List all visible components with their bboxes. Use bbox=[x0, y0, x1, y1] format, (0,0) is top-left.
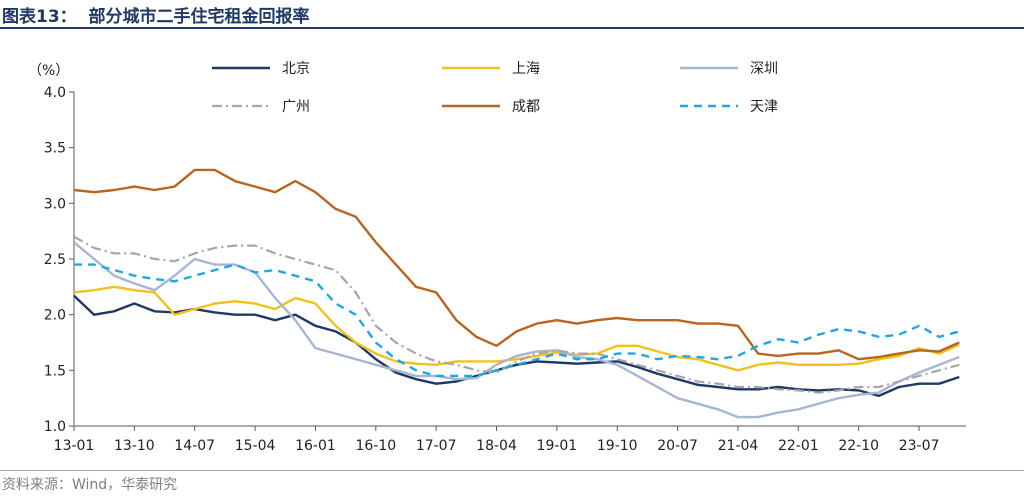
x-tick-label: 22-10 bbox=[838, 438, 879, 454]
title-rule bbox=[0, 27, 1024, 29]
series-line bbox=[73, 168, 960, 361]
y-tick-label: 2.0 bbox=[44, 308, 66, 324]
x-tick-label: 20-07 bbox=[657, 438, 698, 454]
x-tick-label: 19-01 bbox=[537, 438, 578, 454]
series-line bbox=[73, 285, 960, 372]
series-line bbox=[73, 241, 960, 419]
x-tick-label: 19-10 bbox=[597, 438, 638, 454]
x-tick-label: 17-07 bbox=[416, 438, 457, 454]
x-tick-label: 23-07 bbox=[899, 438, 940, 454]
y-tick-label: 1.0 bbox=[44, 419, 66, 435]
x-tick-label: 13-10 bbox=[114, 438, 155, 454]
legend-label: 深圳 bbox=[750, 61, 778, 77]
y-tick-label: 1.5 bbox=[44, 363, 66, 379]
legend-label: 成都 bbox=[512, 99, 540, 115]
series-line bbox=[73, 235, 960, 394]
legend-label: 天津 bbox=[750, 99, 778, 115]
y-tick-label: 4.0 bbox=[44, 85, 66, 101]
y-tick-label: 3.0 bbox=[44, 196, 66, 212]
series-line bbox=[73, 294, 960, 398]
y-axis-label: （%） bbox=[28, 63, 69, 79]
legend-label: 广州 bbox=[282, 99, 310, 115]
axes: 1.0 1.5 2.0 2.5 3.0 3.5 4.0 13-01 13-10 14-07 15-0… bbox=[44, 85, 966, 454]
legend-label: 上海 bbox=[512, 61, 540, 77]
figure-title: 图表13： 部分城市二手住宅租金回报率 bbox=[2, 7, 310, 27]
y-tick-label: 3.5 bbox=[44, 141, 66, 157]
y-tick-label: 2.5 bbox=[44, 252, 66, 268]
x-tick-label: 18-04 bbox=[476, 438, 517, 454]
source-rule bbox=[0, 470, 1024, 471]
x-tick-label: 14-07 bbox=[174, 438, 215, 454]
x-tick-label: 16-10 bbox=[355, 438, 396, 454]
x-tick-label: 15-04 bbox=[235, 438, 276, 454]
x-tick-label: 13-01 bbox=[54, 438, 95, 454]
x-tick-label: 16-01 bbox=[295, 438, 336, 454]
x-tick-label: 22-01 bbox=[778, 438, 819, 454]
source-note: 资料来源：Wind，华泰研究 bbox=[2, 477, 178, 493]
x-tick-label: 21-04 bbox=[718, 438, 759, 454]
series-layer bbox=[73, 168, 960, 419]
legend-label: 北京 bbox=[282, 61, 310, 77]
